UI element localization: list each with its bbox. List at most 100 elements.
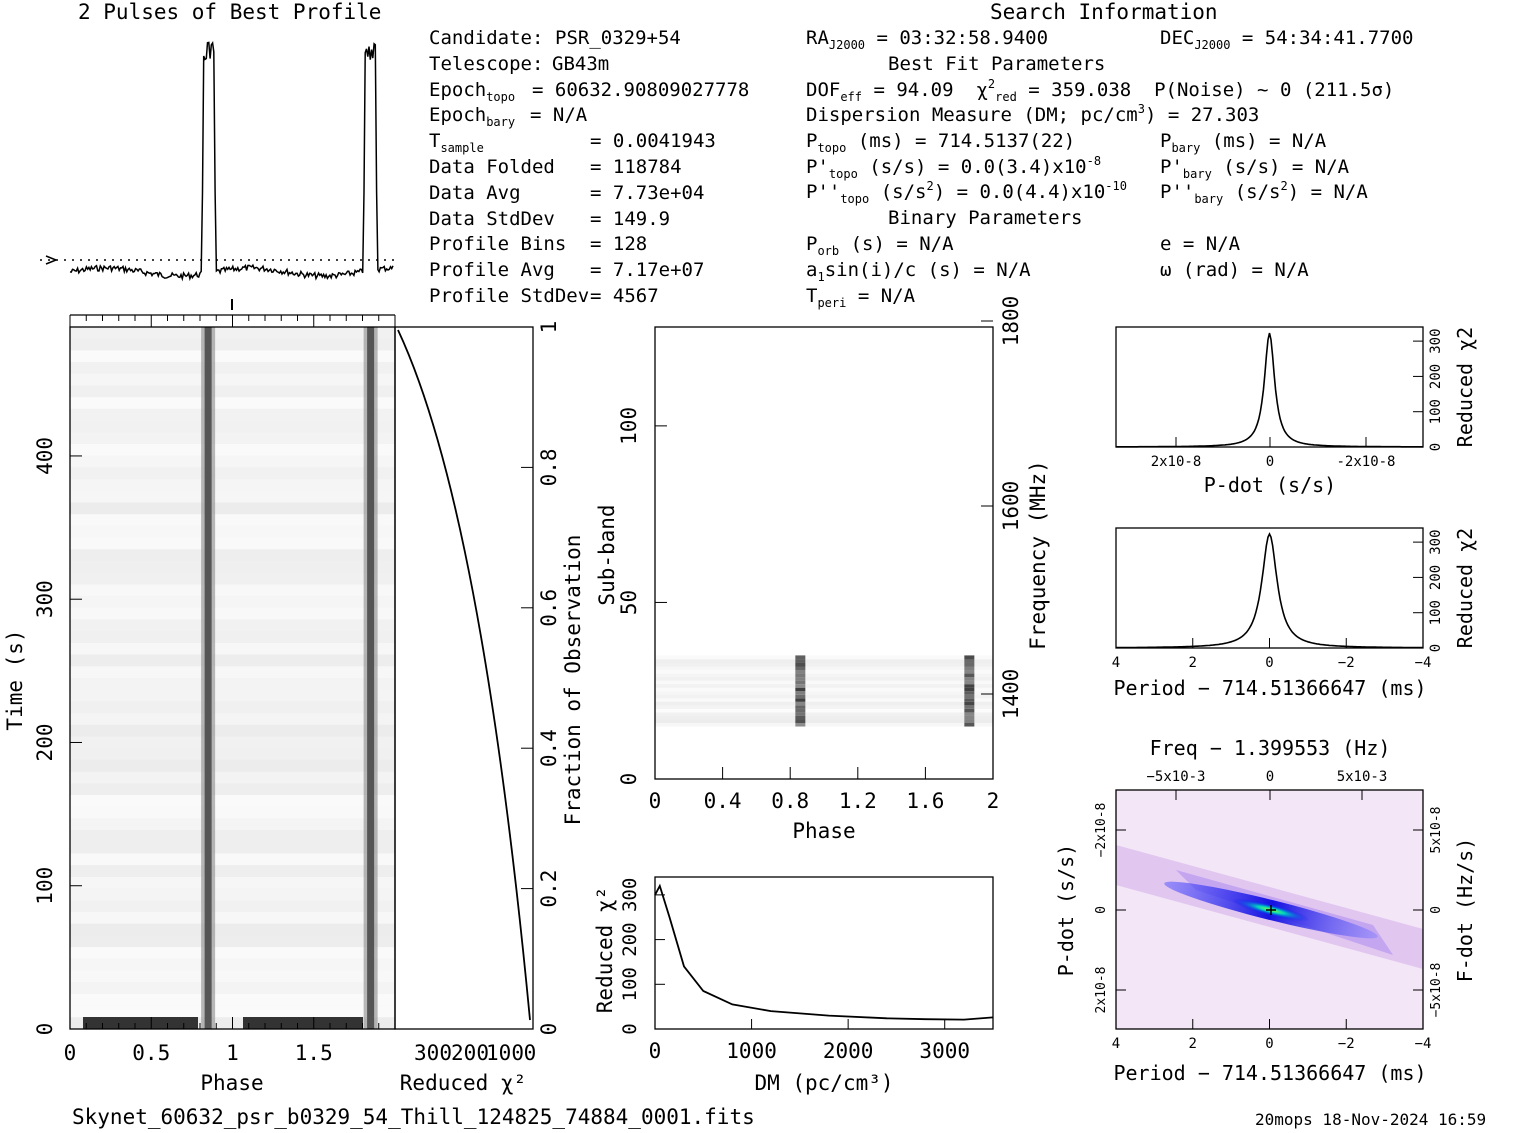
time-row xyxy=(70,912,395,924)
ptopo-row: Ptopo (ms) = 714.5137(22) xyxy=(806,130,1076,155)
rfi-band xyxy=(243,1017,363,1029)
x-axis-title: Period − 714.51366647 (ms) xyxy=(1113,1061,1426,1085)
time-row xyxy=(70,993,395,1006)
x-tick-label: 2x10-8 xyxy=(1151,454,1202,470)
x-tick-label: 1000 xyxy=(726,1039,777,1063)
subband-pulse xyxy=(964,683,975,688)
time-row xyxy=(70,642,395,655)
time-row xyxy=(70,467,395,480)
y-axis-title: Reduced χ2 xyxy=(1453,528,1477,648)
info-left-value: GB43m xyxy=(552,52,610,75)
time-row xyxy=(70,432,395,444)
top-axis-title: Freq − 1.399553 (Hz) xyxy=(1150,736,1391,760)
period-pdot-plot: 4 2 0 −2 −4 Period − 714.51366647 (ms) −5x10-3… xyxy=(1054,736,1477,1085)
time-row xyxy=(70,666,395,678)
y-tick-label: 0 xyxy=(1094,906,1109,914)
x-tick-label: 2 xyxy=(1189,655,1197,671)
omega-row: ω (rad) = N/A xyxy=(1160,259,1309,281)
right-axis-title: Fraction of Observation xyxy=(561,535,585,826)
subband-row xyxy=(655,662,993,667)
info-left-value: = 4567 xyxy=(590,285,659,307)
right-tick-label: 0.8 xyxy=(537,448,561,486)
x-axis-title: Phase xyxy=(792,819,855,843)
x-axis-title: Period − 714.51366647 (ms) xyxy=(1113,676,1426,700)
time-chi2-frame xyxy=(394,326,534,1030)
subband-pulse xyxy=(964,666,975,671)
time-row xyxy=(70,502,395,515)
info-left-value: = 128 xyxy=(590,233,648,256)
time-row xyxy=(70,444,395,456)
y-tick-label: 300 xyxy=(1428,529,1444,554)
time-row xyxy=(70,958,395,971)
time-row xyxy=(70,408,395,421)
subband-row xyxy=(655,690,993,695)
x-tick-label: 3000 xyxy=(919,1039,970,1063)
subband-pulse xyxy=(795,655,806,660)
subband-pulse xyxy=(964,658,975,663)
time-row xyxy=(70,970,395,983)
right-axis-title: Frequency (MHz) xyxy=(1026,460,1050,650)
time-row xyxy=(70,455,395,468)
info-left-value: = 118784 xyxy=(590,156,682,178)
subband-row xyxy=(655,701,993,706)
right-tick-label: 1400 xyxy=(999,669,1023,720)
subband-row xyxy=(655,669,993,674)
right-tick-label: −5x10-8 xyxy=(1429,963,1444,1018)
pdot_chi2-curve xyxy=(1116,332,1423,448)
y-tick-label: 200 xyxy=(1428,565,1444,590)
time-row xyxy=(70,701,395,714)
dm-chi2-frame xyxy=(654,876,994,1030)
time-row xyxy=(70,935,395,948)
time-row xyxy=(70,947,395,959)
time-row xyxy=(70,853,395,866)
time-row xyxy=(70,631,395,643)
time-row xyxy=(70,420,395,433)
info-left-subscript: bary xyxy=(486,115,516,130)
y-tick-label: 0 xyxy=(1428,443,1444,451)
y-tick-label: 100 xyxy=(619,967,641,1001)
y-tick-label: 0 xyxy=(1428,644,1444,652)
time-row xyxy=(70,373,395,386)
time-row xyxy=(70,783,395,795)
subband-row xyxy=(655,666,993,671)
ecc-row: e = N/A xyxy=(1160,233,1241,255)
subband-row xyxy=(655,697,993,702)
dof-row: DOFeff = 94.09 χ2red = 359.038 P(Noise) … xyxy=(806,77,1395,104)
time-row xyxy=(70,841,395,854)
subband-pulse xyxy=(964,697,975,702)
subband-pulse xyxy=(795,673,806,678)
y-axis-title: Sub-band xyxy=(595,504,619,605)
time-row xyxy=(70,795,395,807)
pulse-track-core xyxy=(367,327,375,1029)
time-row xyxy=(70,490,395,503)
time-row xyxy=(70,736,395,749)
info-left-subscript: topo xyxy=(486,89,516,104)
subband-phase-plot: 0 0.4 0.8 1.2 1.6 2 Phase 0 50 100 Sub-band 1400 160… xyxy=(595,296,1050,843)
time-row xyxy=(70,525,395,538)
time-row xyxy=(70,584,395,597)
x-axis-title: Phase xyxy=(200,1071,263,1095)
info-left-label: Profile StdDev xyxy=(429,285,590,307)
subband-pulse xyxy=(964,708,975,713)
time-row xyxy=(70,572,395,585)
time-row xyxy=(70,748,395,760)
subband-row xyxy=(655,708,993,713)
time-row xyxy=(70,654,395,667)
time-row xyxy=(70,479,395,491)
y-tick-label: 0 xyxy=(617,773,641,786)
right-tick-label: 0.2 xyxy=(537,870,561,908)
info-left-subscript: sample xyxy=(440,141,484,156)
subband-row xyxy=(655,658,993,663)
dm-chi2-curve xyxy=(654,883,994,1021)
subband-row xyxy=(655,711,993,716)
time-row xyxy=(70,549,395,561)
y-tick-label: 100 xyxy=(617,407,641,445)
subband-pulse xyxy=(964,711,975,716)
subband-pulse xyxy=(964,701,975,706)
time-row xyxy=(70,724,395,737)
time-row xyxy=(70,327,395,339)
right-axis-title: F-dot (Hz/s) xyxy=(1453,838,1477,983)
subband-pulse xyxy=(964,680,975,685)
